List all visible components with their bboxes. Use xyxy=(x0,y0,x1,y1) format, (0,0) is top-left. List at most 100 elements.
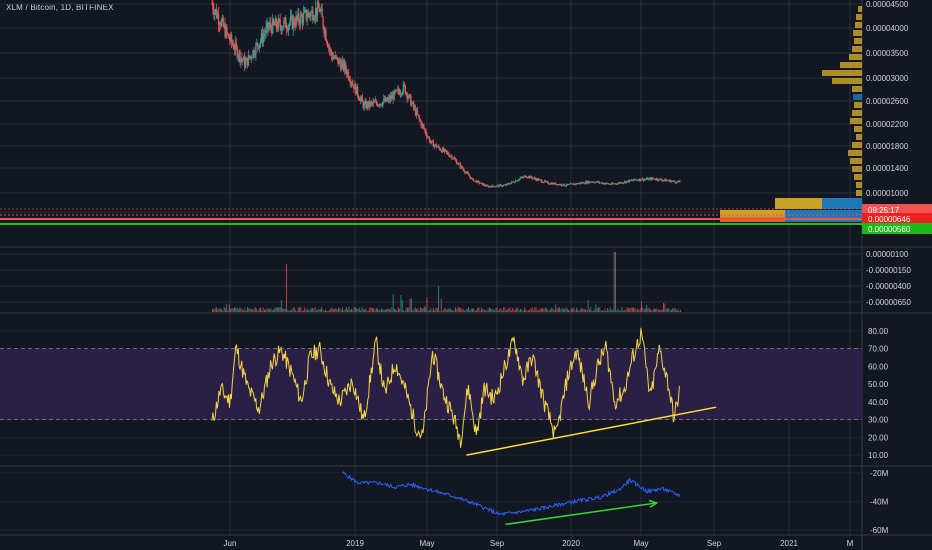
volume-bar xyxy=(262,307,264,312)
price-candle xyxy=(441,148,444,153)
price-candle xyxy=(258,44,261,49)
price-candle xyxy=(224,24,226,37)
price-candle xyxy=(298,12,300,22)
volume-bar xyxy=(414,307,416,312)
price-candle xyxy=(637,180,640,181)
volume-profile-bar xyxy=(822,198,862,209)
price-candle xyxy=(391,94,393,99)
price-candle xyxy=(639,178,642,181)
price-candle xyxy=(635,179,637,181)
volume-bar xyxy=(431,310,433,312)
volume-profile-bar xyxy=(832,78,862,84)
price-candle xyxy=(260,32,263,41)
price-candle xyxy=(257,42,259,47)
price-candle xyxy=(233,48,236,50)
axis-layer: Jun 2019 May Sep 2020 May Sep 2021 M 0.00004500 0.… xyxy=(224,0,932,548)
volume-bar xyxy=(631,307,633,312)
price-candle xyxy=(551,183,553,185)
price-candle xyxy=(452,158,454,160)
price-candle xyxy=(477,180,479,182)
price-candle xyxy=(480,182,482,184)
volume-bar xyxy=(470,308,472,312)
volume-bar xyxy=(295,310,297,312)
volume-bar xyxy=(417,307,419,312)
volume-bar xyxy=(482,309,484,312)
volume-bar xyxy=(291,309,293,312)
price-candle xyxy=(229,38,231,41)
price-candle xyxy=(386,99,389,102)
volume-profile-bar xyxy=(854,126,862,132)
price-candle xyxy=(672,180,674,182)
price-candle xyxy=(449,156,451,157)
price-tick-label: 0.00001800 xyxy=(866,142,909,151)
price-candle xyxy=(312,9,314,20)
volume-bar xyxy=(599,307,601,312)
price-candle xyxy=(339,59,341,64)
volume-bar xyxy=(309,309,311,312)
price-candle xyxy=(497,185,500,187)
price-candle xyxy=(561,185,563,187)
price-candle xyxy=(281,28,283,31)
volume-bar xyxy=(364,309,365,312)
rsi-tick-label: 30.00 xyxy=(868,416,889,425)
price-candle xyxy=(300,14,303,17)
volume-bar xyxy=(382,309,384,312)
price-candle xyxy=(553,182,555,185)
volume-bar xyxy=(240,308,242,312)
rsi-band-fill xyxy=(0,348,862,420)
volume-profile-bar xyxy=(855,22,862,28)
volume-bar xyxy=(648,308,650,312)
volume-bar xyxy=(329,310,330,312)
price-candle xyxy=(466,172,468,174)
price-candle xyxy=(661,179,663,181)
price-candle xyxy=(515,180,518,182)
price-candle xyxy=(293,18,295,26)
price-candle xyxy=(587,181,589,184)
volume-tick-label: -0.00000150 xyxy=(866,266,911,275)
volume-bar xyxy=(299,307,300,312)
volume-bar xyxy=(317,309,319,312)
price-candle xyxy=(256,42,258,45)
price-candle xyxy=(436,146,438,148)
volume-bar xyxy=(621,307,623,312)
price-candle xyxy=(522,177,524,179)
price-candle xyxy=(591,181,593,183)
price-candle xyxy=(616,183,618,185)
price-candle xyxy=(471,178,474,179)
volume-bar xyxy=(499,309,501,312)
x-tick-label: 2021 xyxy=(780,539,798,548)
chart-title: XLM / Bitcoin, 1D, BITFINEX xyxy=(6,3,114,12)
volume-bar xyxy=(656,308,658,312)
price-candle xyxy=(361,96,364,102)
price-candle xyxy=(548,183,550,185)
volume-bar xyxy=(672,308,674,312)
price-candle xyxy=(536,178,538,181)
price-candle xyxy=(321,8,323,17)
price-candle xyxy=(317,1,320,8)
price-candle xyxy=(523,176,525,178)
price-candle xyxy=(512,181,515,183)
price-candle xyxy=(378,105,380,106)
price-candle xyxy=(543,180,546,183)
price-candle xyxy=(335,55,337,57)
volume-bar xyxy=(586,310,588,312)
price-candle xyxy=(301,16,304,23)
price-candle xyxy=(315,7,318,16)
volume-bar xyxy=(561,307,563,312)
price-candle xyxy=(235,42,237,47)
price-candle xyxy=(570,183,573,185)
volume-bar xyxy=(420,307,421,312)
volume-bar xyxy=(370,307,372,312)
volume-bar xyxy=(251,309,252,312)
price-candle xyxy=(365,101,367,108)
price-candle xyxy=(282,26,284,29)
price-candle xyxy=(384,97,387,102)
price-candle xyxy=(572,183,575,185)
volume-bar xyxy=(487,309,489,312)
volume-bar xyxy=(353,307,355,312)
price-candle xyxy=(384,98,386,102)
price-candle xyxy=(403,83,406,86)
volume-bar xyxy=(297,307,299,312)
